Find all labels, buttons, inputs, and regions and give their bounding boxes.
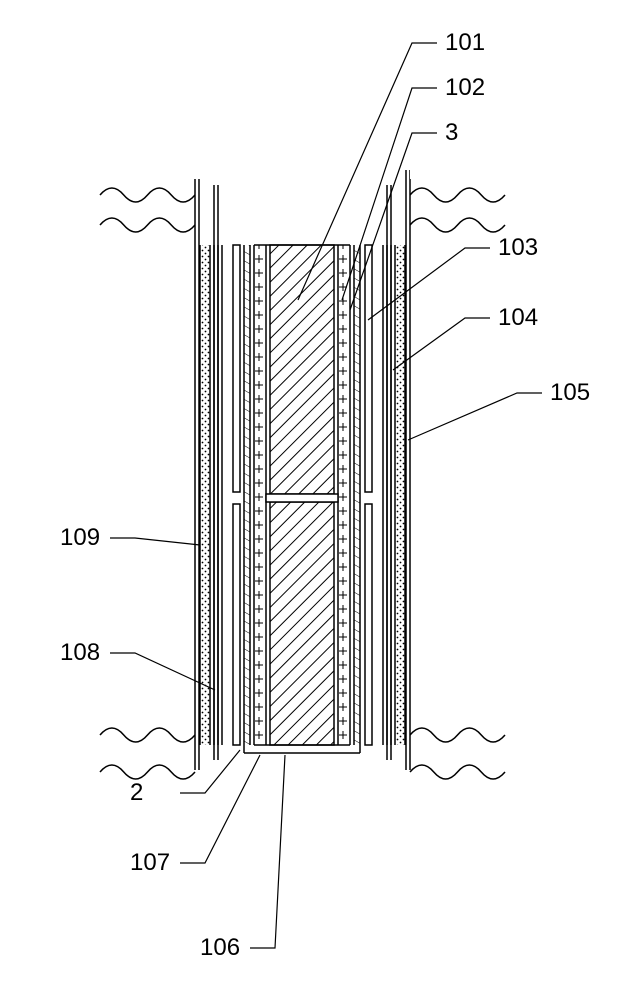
callout-104: 104 — [498, 304, 538, 331]
callout-101: 101 — [445, 29, 485, 56]
callout-3: 3 — [445, 119, 458, 146]
callout-102: 102 — [445, 74, 485, 101]
callout-105: 105 — [550, 379, 590, 406]
cross-section-layers — [195, 170, 410, 770]
callout-109: 109 — [60, 524, 100, 551]
callout-106: 106 — [200, 934, 240, 961]
callout-107: 107 — [130, 849, 170, 876]
diagram-svg: 2 3 101 102 103 104 105 106 107 108 109 — [0, 0, 635, 1000]
callout-2: 2 — [130, 779, 143, 806]
callout-108: 108 — [60, 639, 100, 666]
callout-103: 103 — [498, 234, 538, 261]
